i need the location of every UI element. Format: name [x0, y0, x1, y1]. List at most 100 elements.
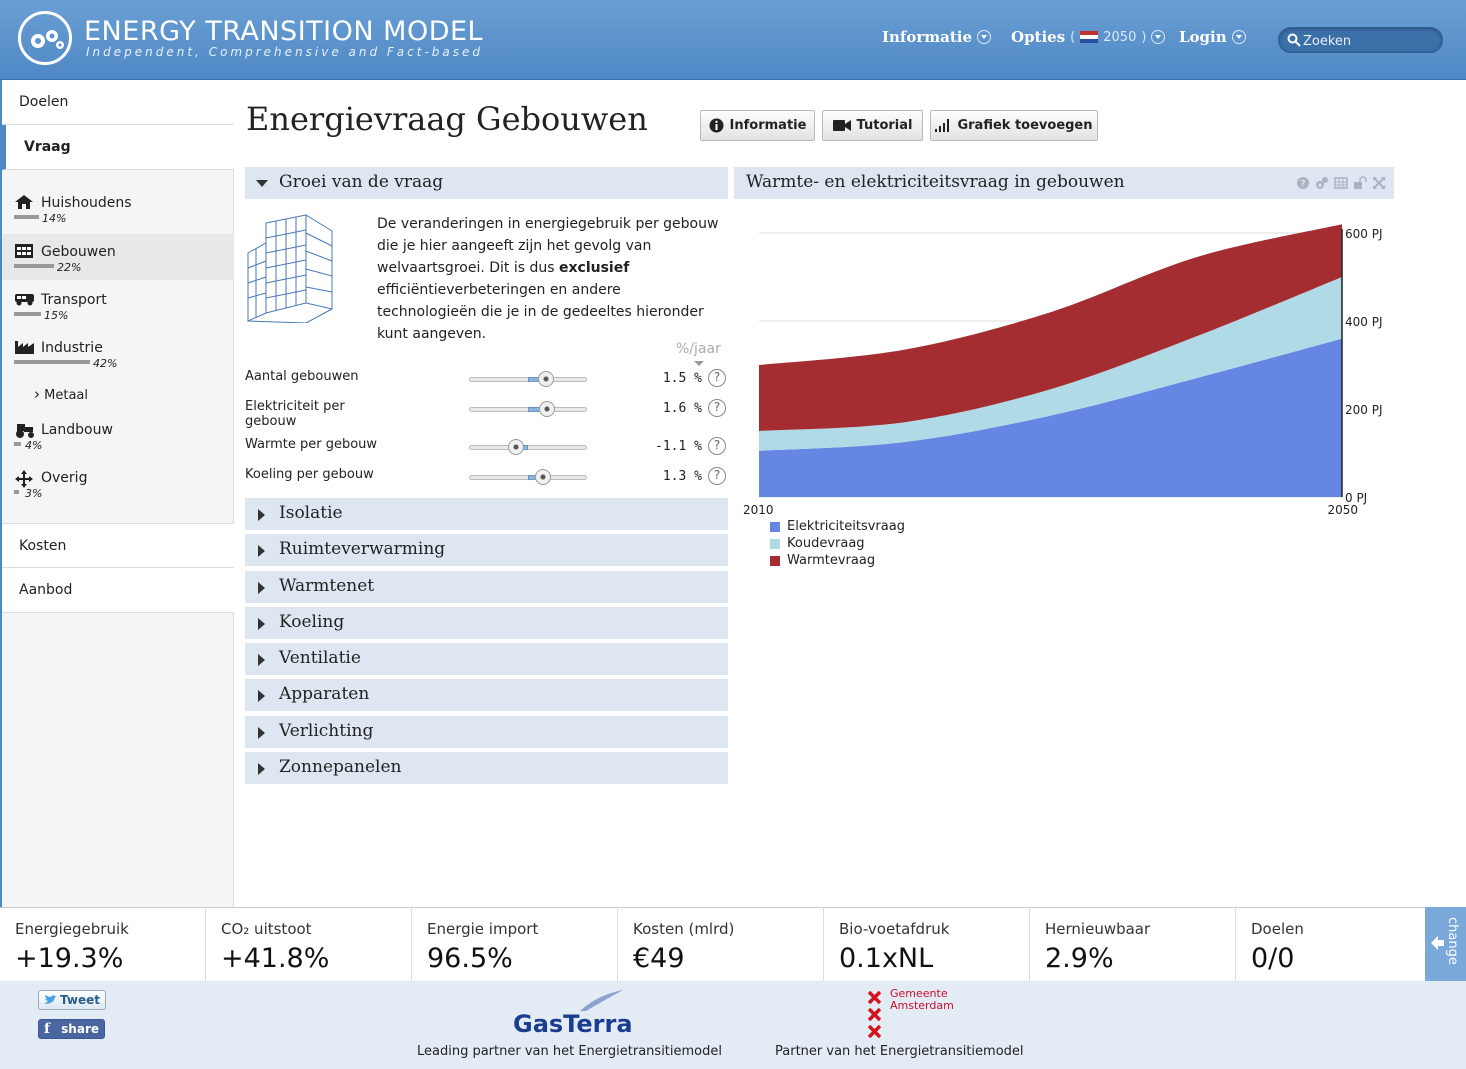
slider-koeling-per-gebouw: Koeling per gebouw 1.3 % ? [245, 467, 728, 497]
sidebar-subitem-metaal[interactable]: › Metaal [34, 385, 88, 403]
sidebar-item-overig[interactable]: Overig 3% [2, 460, 234, 506]
tweet-label: Tweet [60, 993, 100, 1007]
slider-handle[interactable] [538, 401, 555, 417]
x-tick-label: 2050 [1327, 503, 1358, 515]
sidebar-item-gebouwen[interactable]: Gebouwen 22% [2, 234, 234, 280]
stat-label: Kosten (mlrd) [633, 920, 735, 938]
share-percent: 22% [57, 261, 82, 274]
unlock-icon[interactable] [1353, 176, 1367, 190]
section-ventilatie[interactable]: Ventilatie [245, 643, 728, 675]
settings-icon[interactable] [1315, 176, 1329, 190]
chart-legend: Elektriciteitsvraag Koudevraag Warmtevra… [770, 518, 905, 569]
add-chart-button[interactable]: Grafiek toevoegen [930, 110, 1098, 141]
amsterdam-crosses-icon[interactable] [867, 990, 883, 1040]
gasterra-logo[interactable]: GasTerra [513, 1010, 633, 1038]
nav-informatie-label: Informatie [882, 28, 973, 46]
fullscreen-icon[interactable] [1372, 176, 1386, 190]
section-label: Warmtenet [279, 576, 375, 596]
section-isolatie[interactable]: Isolatie [245, 498, 728, 530]
info-button-label: Informatie [729, 118, 807, 133]
partners-bar [0, 981, 1466, 1069]
slider-track[interactable] [469, 445, 587, 450]
legend-swatch [770, 555, 780, 566]
legend-item[interactable]: Koudevraag [770, 535, 905, 552]
sidebar-item-aanbod[interactable]: Aanbod [2, 568, 234, 613]
sidebar-item-vraag[interactable]: Vraag [2, 125, 234, 170]
help-icon[interactable]: ? [708, 437, 726, 455]
caret-right-icon [258, 582, 265, 594]
search-input[interactable] [1303, 32, 1433, 50]
caret-right-icon [258, 509, 265, 521]
stat-5[interactable]: Hernieuwbaar 2.9% [1030, 907, 1236, 981]
section-ruimteverwarming[interactable]: Ruimteverwarming [245, 534, 728, 566]
slider-handle[interactable] [537, 371, 554, 387]
building-icon [15, 244, 33, 258]
sidebar-item-doelen[interactable]: Doelen [2, 80, 234, 125]
help-icon[interactable]: ? [708, 399, 726, 417]
stat-0[interactable]: Energiegebruik +19.3% [0, 907, 206, 981]
sidebar-item-kosten[interactable]: Kosten [2, 523, 234, 568]
section-apparaten[interactable]: Apparaten [245, 679, 728, 711]
sidebar-item-industrie[interactable]: Industrie 42% [2, 330, 234, 376]
nav-login[interactable]: Login [1179, 28, 1246, 46]
area-series-elektriciteitsvraag[interactable] [759, 338, 1342, 497]
change-dashboard-tab[interactable]: change [1425, 907, 1466, 981]
stat-4[interactable]: Bio-voetafdruk 0.1xNL [824, 907, 1030, 981]
slider-handle[interactable] [535, 469, 552, 485]
stat-6[interactable]: Doelen 0/0 [1236, 907, 1442, 981]
section-koeling[interactable]: Koeling [245, 607, 728, 639]
page-title: Energievraag Gebouwen [246, 100, 648, 138]
share-percent: 15% [44, 309, 69, 322]
legend-item[interactable]: Warmtevraag [770, 552, 905, 569]
area-series-warmtevraag[interactable] [759, 224, 1342, 431]
tweet-button[interactable]: Tweet [38, 990, 106, 1010]
sidebar-subitem-label: Metaal [44, 388, 88, 403]
stat-3[interactable]: Kosten (mlrd) €49 [618, 907, 824, 981]
app-title: ENERGY TRANSITION MODEL [84, 16, 484, 47]
section-label: Isolatie [279, 503, 343, 523]
tutorial-button[interactable]: Tutorial [822, 110, 923, 141]
gasterra-swoosh-icon [580, 990, 623, 1011]
section-groei-van-de-vraag[interactable]: Groei van de vraag [245, 167, 728, 199]
share-bar [14, 312, 41, 316]
area-series-koudevraag[interactable] [759, 277, 1342, 451]
caret-right-icon [258, 618, 265, 630]
tractor-icon [16, 424, 34, 438]
help-icon[interactable]: ? [1296, 176, 1310, 190]
share-bar [14, 264, 54, 268]
house-icon [15, 195, 33, 209]
legend-swatch [770, 521, 780, 532]
section-label: Groei van de vraag [279, 172, 444, 192]
share-percent: 3% [25, 487, 43, 500]
share-bar [14, 360, 90, 364]
info-button[interactable]: Informatie [700, 110, 815, 141]
help-icon[interactable]: ? [708, 467, 726, 485]
slider-label: Koeling per gebouw [245, 467, 374, 482]
stat-2[interactable]: Energie import 96.5% [412, 907, 618, 981]
caret-right-icon [258, 654, 265, 666]
section-zonnepanelen[interactable]: Zonnepanelen [245, 752, 728, 784]
help-icon[interactable]: ? [708, 369, 726, 387]
sidebar-item-landbouw[interactable]: Landbouw 4% [2, 412, 234, 458]
nav-opties[interactable]: Opties ( 2050 ) [1011, 28, 1166, 46]
logo-gears-icon[interactable] [18, 11, 72, 65]
stat-1[interactable]: CO₂ uitstoot +41.8% [206, 907, 412, 981]
search-box[interactable] [1278, 27, 1443, 53]
stat-value: +41.8% [221, 943, 330, 974]
legend-item[interactable]: Elektriciteitsvraag [770, 518, 905, 535]
section-warmtenet[interactable]: Warmtenet [245, 571, 728, 603]
sidebar-item-huishoudens[interactable]: Huishoudens 14% [2, 185, 234, 231]
slider-value: 1.6 % [662, 401, 702, 416]
sidebar-item-transport[interactable]: Transport 15% [2, 282, 234, 328]
stacked-area-chart: 0 PJ 200 PJ 400 PJ 600 PJ 2010 2050 [743, 224, 1383, 515]
dashboard-stats [0, 907, 1466, 981]
slider-elektriciteit-per-gebouw: Elektriciteit per gebouw 1.6 % ? [245, 399, 728, 429]
section-verlichting[interactable]: Verlichting [245, 716, 728, 748]
table-icon[interactable] [1334, 176, 1348, 190]
share-bar [14, 490, 19, 494]
stat-label: Doelen [1251, 920, 1304, 938]
facebook-share-button[interactable]: f share [38, 1019, 105, 1039]
slider-handle[interactable] [508, 439, 525, 455]
chevron-right-icon: › [34, 385, 40, 403]
nav-informatie[interactable]: Informatie [882, 28, 992, 46]
